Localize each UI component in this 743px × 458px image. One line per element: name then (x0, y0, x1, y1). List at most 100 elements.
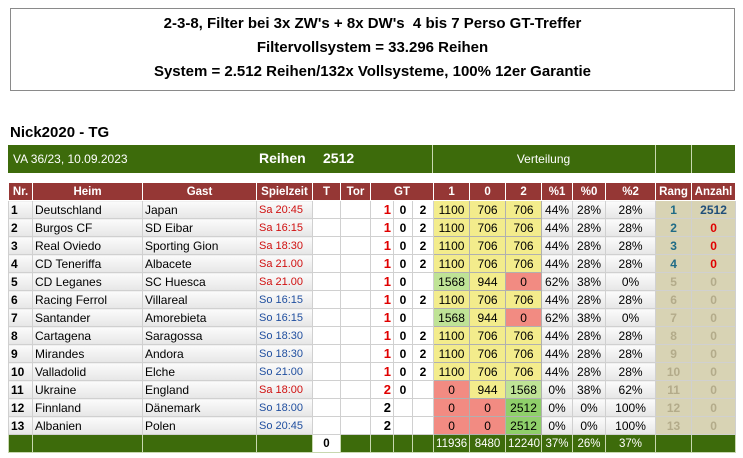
count-0: 944 (469, 308, 507, 327)
amount: 0 (691, 326, 737, 345)
pct-2: 28% (605, 254, 657, 273)
column-header: %0 (572, 182, 607, 201)
pct-1: 62% (541, 272, 574, 291)
rank: 11 (655, 380, 693, 399)
count-0: 0 (469, 416, 507, 435)
gt: 2 (370, 416, 394, 435)
goals (340, 344, 371, 363)
goals (340, 200, 371, 219)
footer-blank (691, 434, 737, 453)
away-team: Dänemark (142, 398, 257, 417)
count-0: 944 (469, 380, 507, 399)
home-team: Deutschland (32, 200, 143, 219)
summary-line: Filtervollsystem = 33.296 Reihen (256, 39, 489, 56)
results-table: Nr. Heim Gast Spielzeit T Tor GT 1 0 2 %1 %0 %2 Rang A… (8, 182, 737, 453)
pct-0: 28% (572, 290, 607, 309)
tip-away (411, 272, 435, 291)
count-2: 1568 (505, 380, 543, 399)
count-0: 706 (469, 362, 507, 381)
count-2: 0 (505, 308, 543, 327)
rank: 5 (655, 272, 693, 291)
count-1: 1568 (433, 272, 471, 291)
count-0: 706 (469, 236, 507, 255)
kickoff: Sa 16:15 (256, 218, 313, 237)
goals (340, 416, 371, 435)
rank: 2 (655, 218, 693, 237)
tip-draw: 0 (393, 272, 413, 291)
amount: 0 (691, 416, 737, 435)
gt: 1 (370, 272, 394, 291)
footer-blank (142, 434, 257, 453)
goals (340, 362, 371, 381)
footer-blank (340, 434, 371, 453)
table-row: 4 CD Teneriffa Albacete Sa 21.00 1 0 2 1100 706 7… (8, 254, 737, 273)
pct-0: 28% (572, 200, 607, 219)
home-team: Santander (32, 308, 143, 327)
footer-blank (393, 434, 413, 453)
table-row: 1 Deutschland Japan Sa 20:45 1 0 2 1100 706 706 44… (8, 200, 737, 219)
tip-away: 2 (411, 254, 435, 273)
home-team: Mirandes (32, 344, 143, 363)
table-row: 6 Racing Ferrol Villareal So 16:15 1 0 2 1100 70… (8, 290, 737, 309)
rank: 10 (655, 362, 693, 381)
column-header: T (312, 182, 341, 201)
table-row: 5 CD Leganes SC Huesca Sa 21.00 1 0 1568 944 0 62… (8, 272, 737, 291)
column-header: %2 (605, 182, 657, 201)
kickoff: Sa 18:30 (256, 236, 313, 255)
row-number: 8 (8, 326, 33, 345)
gt: 2 (370, 398, 394, 417)
count-2: 0 (505, 272, 543, 291)
away-team: Japan (142, 200, 257, 219)
pct-0: 28% (572, 236, 607, 255)
pct-2: 28% (605, 290, 657, 309)
summary-line: 2-3-8, Filter bei 3x ZW's + 8x DW's 4 bi… (163, 15, 582, 32)
amount: 0 (691, 344, 737, 363)
column-header: Rang (655, 182, 693, 201)
away-team: England (142, 380, 257, 399)
tip (312, 416, 341, 435)
count-1: 0 (433, 380, 471, 399)
count-0: 706 (469, 326, 507, 345)
rank: 1 (655, 200, 693, 219)
footer-total: 37% (605, 434, 657, 453)
tip-draw: 0 (393, 290, 413, 309)
table-row: 13 Albanien Polen So 20:45 2 0 0 2512 0% 0% 100% 13… (8, 416, 737, 435)
tip-draw: 0 (393, 236, 413, 255)
gt: 1 (370, 236, 394, 255)
kickoff: Sa 18:00 (256, 380, 313, 399)
table-row: 11 Ukraine England Sa 18:00 2 0 0 944 1568 0% 38% 6… (8, 380, 737, 399)
separator (432, 145, 433, 173)
column-header: Anzahl (691, 182, 737, 201)
rank: 8 (655, 326, 693, 345)
home-team: Racing Ferrol (32, 290, 143, 309)
table-row: 9 Mirandes Andora So 18:30 1 0 2 1100 706 706 44% 2… (8, 344, 737, 363)
kickoff: So 16:15 (256, 290, 313, 309)
pct-2: 100% (605, 398, 657, 417)
tip (312, 344, 341, 363)
tip (312, 200, 341, 219)
gt: 1 (370, 308, 394, 327)
count-2: 706 (505, 362, 543, 381)
count-1: 1100 (433, 218, 471, 237)
amount: 0 (691, 380, 737, 399)
count-2: 706 (505, 290, 543, 309)
summary-line: System = 2.512 Reihen/132x Vollsysteme, … (153, 63, 592, 80)
column-header: Nr. (8, 182, 33, 201)
table-row: 10 Valladolid Elche So 21:00 1 0 2 1100 706 706 44… (8, 362, 737, 381)
away-team: Villareal (142, 290, 257, 309)
rank: 7 (655, 308, 693, 327)
table-row: 7 Santander Amorebieta So 16:15 1 0 1568 944 0 62… (8, 308, 737, 327)
row-number: 9 (8, 344, 33, 363)
pct-0: 38% (572, 308, 607, 327)
pct-0: 38% (572, 272, 607, 291)
tip-draw: 0 (393, 308, 413, 327)
pct-1: 44% (541, 218, 574, 237)
count-0: 706 (469, 254, 507, 273)
footer-total: 8480 (469, 434, 507, 453)
amount: 0 (691, 398, 737, 417)
gt: 1 (370, 200, 394, 219)
count-1: 0 (433, 398, 471, 417)
away-team: Sporting Gion (142, 236, 257, 255)
kickoff: So 18:30 (256, 344, 313, 363)
table-row: 12 Finnland Dänemark So 18:00 2 0 0 2512 0% 0% 100… (8, 398, 737, 417)
